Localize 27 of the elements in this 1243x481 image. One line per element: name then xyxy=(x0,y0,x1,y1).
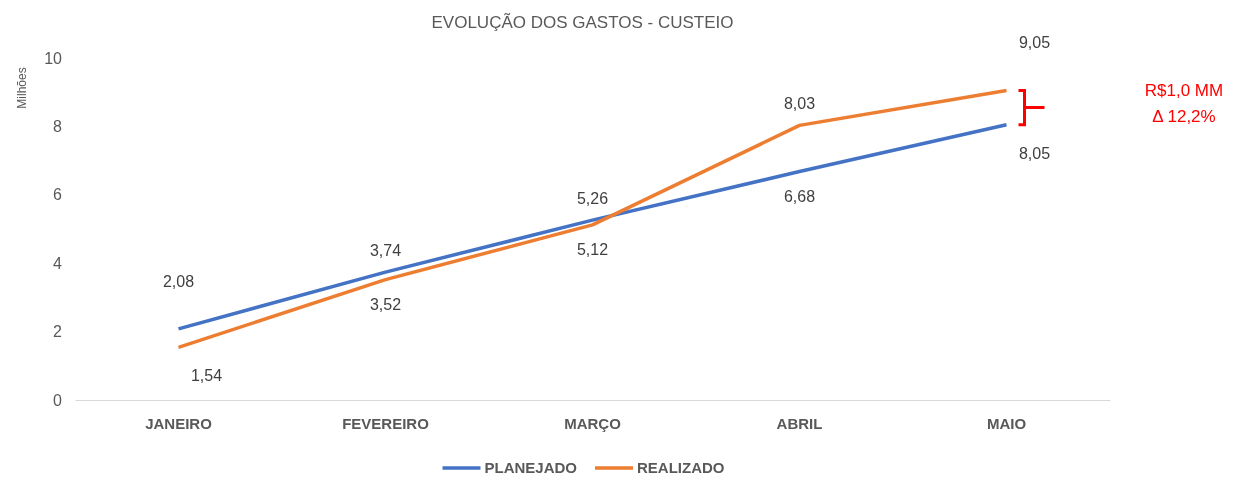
x-tick-label: JANEIRO xyxy=(145,414,213,432)
text: R$1,0 MM xyxy=(1144,80,1224,100)
data-label: 5,26 xyxy=(576,190,609,208)
legend-label: PLANEJADO xyxy=(484,459,578,476)
data-label: 6,68 xyxy=(783,187,816,205)
data-label: 3,52 xyxy=(369,295,402,313)
x-tick-label: MARÇO xyxy=(564,414,622,432)
chart-title: EVOLUÇÃO DOS GASTOS - CUSTEIO xyxy=(431,13,734,32)
x-tick-label: MAIO xyxy=(986,414,1027,432)
data-label: 3,74 xyxy=(369,242,402,260)
data-label: 9,05 xyxy=(1018,34,1051,52)
data-label: 5,12 xyxy=(576,240,609,258)
y-tick-label: 2 xyxy=(53,323,63,341)
x-tick-label: ABRIL xyxy=(776,414,823,432)
data-label: 8,05 xyxy=(1018,144,1051,162)
y-tick-label: 8 xyxy=(53,118,63,136)
y-tick-label: 6 xyxy=(53,186,63,204)
data-label: 1,54 xyxy=(190,367,223,385)
legend-label: REALIZADO xyxy=(637,459,725,476)
y-tick-label: 10 xyxy=(44,49,63,67)
data-label: 8,03 xyxy=(783,95,816,113)
text: Δ 12,2% xyxy=(1152,106,1216,126)
y-axis-title: Milhões xyxy=(15,67,29,109)
x-tick-label: FEVEREIRO xyxy=(342,414,430,432)
y-tick-label: 0 xyxy=(53,391,63,409)
y-tick-label: 4 xyxy=(53,254,63,272)
data-label: 2,08 xyxy=(162,272,195,290)
